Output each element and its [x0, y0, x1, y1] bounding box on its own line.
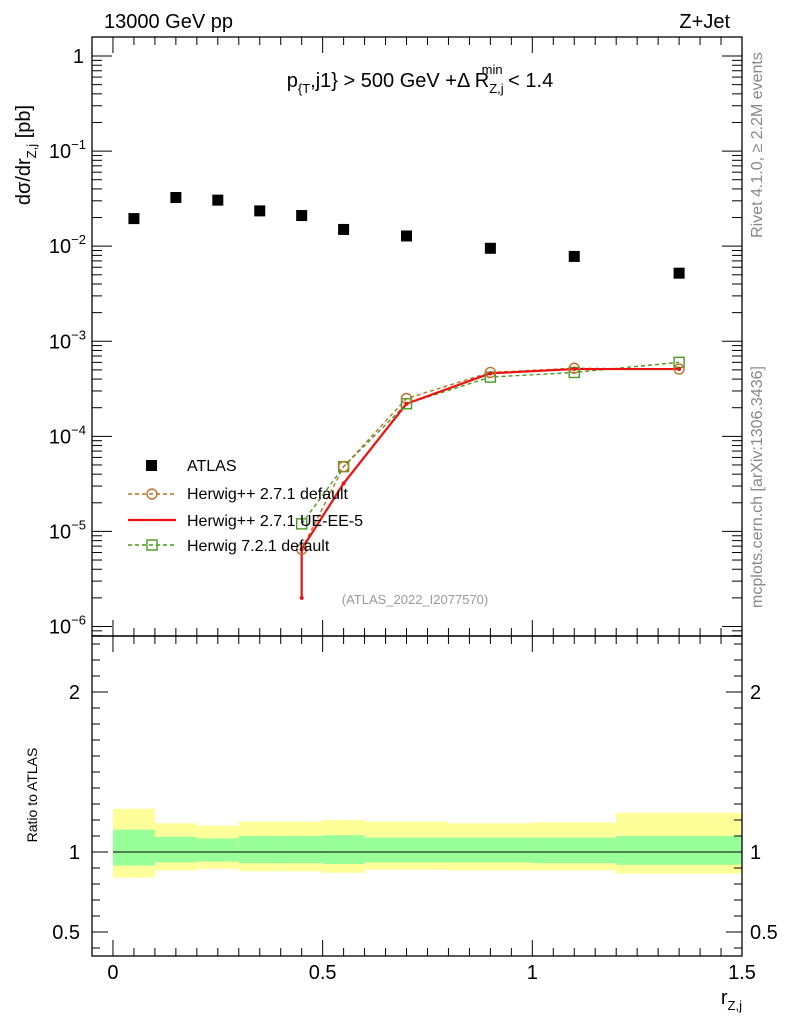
- ratio-band-inner-bin: [112, 829, 155, 866]
- mcplots-label: mcplots.cern.ch [arXiv:1306.3436]: [749, 366, 766, 608]
- main-title: p{T,j1} > 500 GeV +Δ RZ,jmin < 1.4: [287, 62, 553, 96]
- herwig7-marker: [295, 518, 308, 530]
- legend-herwigpp-default-marker: [146, 488, 158, 500]
- x-tick-label: 0.5: [309, 962, 337, 984]
- herwigpp-ueee5-drop-point: [299, 595, 304, 600]
- main-y-tick-label: 10−3: [49, 327, 86, 353]
- main-y-tick-label: 1: [73, 46, 84, 68]
- header-right: Z+Jet: [679, 11, 730, 33]
- ratio-y-label: Ratio to ATLAS: [24, 748, 40, 843]
- herwig7-marker: [400, 398, 413, 410]
- ratio-band-inner-bin: [154, 836, 197, 863]
- main-y-tick-label: 10−1: [49, 137, 86, 163]
- legend-atlas-label: ATLAS: [187, 458, 237, 475]
- atlas-data-points: [128, 192, 685, 279]
- x-tick-label: 1: [527, 962, 538, 984]
- main-y-tick-label: 10−6: [49, 612, 86, 638]
- ratio-y-tick-label-left: 2: [69, 682, 80, 704]
- atlas-data-point: [338, 223, 350, 235]
- rivet-label: Rivet 4.1.0, ≥ 2.2M events: [749, 52, 766, 238]
- ratio-frame: [91, 635, 743, 957]
- ratio-band-inner-bin: [448, 837, 533, 863]
- x-axis-label: rZ,j: [721, 987, 742, 1013]
- herwigpp-ueee5-point: [488, 371, 493, 376]
- ratio-x-ticks: 0 0.5 1 1.5: [107, 636, 756, 984]
- ratio-band-inner: [112, 829, 742, 866]
- herwigpp-ueee5-point: [341, 481, 346, 486]
- legend-herwig7-label: Herwig 7.2.1 default: [187, 538, 330, 555]
- atlas-data-point: [484, 242, 496, 254]
- ratio-band-inner-bin: [532, 837, 617, 864]
- herwigpp-default-marker: [673, 363, 685, 375]
- ratio-y-tick-label-left: 1: [69, 842, 80, 864]
- ratio-y-tick-label-right: 1: [750, 842, 761, 864]
- herwigpp-default-marker: [295, 543, 308, 555]
- ratio-y-tick-label-right: 0.5: [750, 922, 778, 944]
- herwig7-line: [301, 361, 680, 525]
- ratio-band-inner-bin: [280, 836, 323, 864]
- herwigpp-default-marker: [484, 366, 497, 379]
- main-y-tick-label: 10−5: [49, 517, 86, 543]
- atlas-data-point: [568, 250, 580, 262]
- ratio-y-ticks: 0.5 0.5 1 1 2 2: [52, 643, 778, 949]
- x-tick-label: 1.5: [728, 962, 756, 984]
- herwigpp-ueee5-point: [677, 367, 682, 372]
- atlas-data-point: [212, 194, 224, 206]
- legend-herwigpp-default-label: Herwig++ 2.7.1 default: [187, 486, 349, 503]
- legend-herwig7-marker: [146, 539, 158, 551]
- header-left: 13000 GeV pp: [104, 11, 233, 33]
- ratio-y-tick-label-left: 0.5: [52, 922, 80, 944]
- atlas-data-point: [296, 210, 308, 222]
- legend: ATLAS Herwig++ 2.7.1 default Herwig++ 2.…: [128, 458, 363, 555]
- atlas-data-point: [254, 205, 266, 217]
- ratio-band-inner-bin: [196, 838, 239, 862]
- herwigpp-default-marker: [568, 362, 580, 374]
- atlas-data-point: [673, 267, 685, 279]
- main-y-tick-label: 10−2: [49, 232, 86, 258]
- atlas-data-point: [128, 213, 140, 225]
- atlas-data-point: [170, 192, 182, 204]
- herwigpp-ueee5-line: [300, 367, 680, 550]
- atlas-data-point: [401, 230, 413, 242]
- analysis-watermark: (ATLAS_2022_I2077570): [342, 592, 488, 607]
- ratio-band-inner-bin: [364, 837, 449, 863]
- ratio-band-inner-bin: [322, 835, 365, 864]
- main-y-label: dσ/drZ,j [pb]: [13, 105, 39, 205]
- ratio-band-inner-bin: [616, 836, 742, 865]
- herwigpp-default-marker: [337, 460, 350, 473]
- herwigpp-ueee5-point: [572, 367, 577, 372]
- main-x-ticks: [112, 37, 743, 636]
- main-y-tick-label: 10−4: [49, 422, 86, 448]
- mc-series-lines: [295, 356, 685, 600]
- legend-herwigpp-ueee5-label: Herwig++ 2.7.1 UE-EE-5: [187, 513, 363, 530]
- herwigpp-ueee5-point: [299, 547, 304, 552]
- ratio-y-tick-label-right: 2: [750, 682, 761, 704]
- legend-atlas-marker: [146, 460, 157, 471]
- x-tick-label: 0: [107, 962, 118, 984]
- ratio-band-inner-bin: [238, 836, 281, 864]
- main-y-ticks: 1 10−1 10−2 10−3 10−4 10−5 10−6: [49, 46, 742, 638]
- herwigpp-ueee5-point: [404, 401, 409, 406]
